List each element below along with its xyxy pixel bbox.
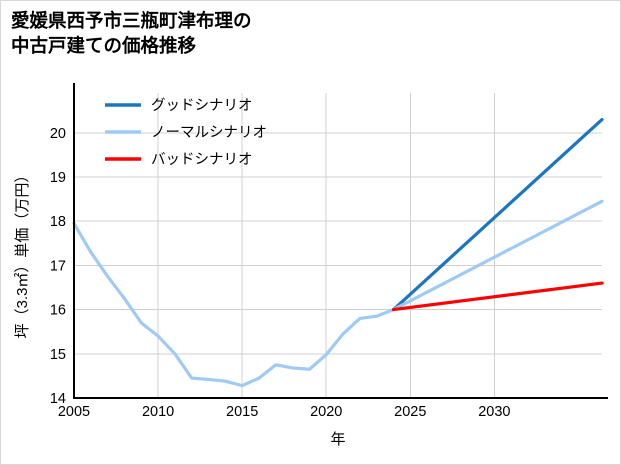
x-axis-tick-labels: 2005 2010 2015 2020 2025 2030 [58, 404, 511, 420]
legend-label: ノーマルシナリオ [151, 125, 267, 141]
x-axis-title: 年 [330, 431, 345, 448]
x-tick-label: 2015 [226, 404, 258, 420]
y-tick-label: 20 [50, 126, 66, 142]
y-tick-label: 16 [50, 303, 66, 319]
series-line [391, 117, 604, 312]
y-axis-title: 坪（3.3㎡）単価（万円） [14, 168, 31, 339]
y-tick-label: 15 [50, 347, 66, 363]
x-tick-label: 2010 [142, 404, 174, 420]
legend-label: バッドシナリオ [151, 152, 253, 168]
series-lines [72, 117, 604, 388]
x-tick-label: 2025 [394, 404, 426, 420]
x-tick-label: 2005 [58, 404, 90, 420]
y-tick-label: 18 [50, 214, 66, 230]
x-tick-label: 2030 [478, 404, 510, 420]
series-line [72, 199, 604, 388]
series-line [391, 281, 604, 312]
x-tick-label: 2020 [310, 404, 342, 420]
y-tick-label: 14 [50, 391, 66, 407]
chart-title: 愛媛県西予市三瓶町津布理の 中古戸建ての価格推移 [11, 10, 252, 56]
y-tick-label: 17 [50, 258, 66, 274]
y-tick-label: 19 [50, 170, 66, 186]
axis-spines [72, 83, 608, 400]
y-axis-tick-labels: 14 15 16 17 18 19 20 [50, 126, 66, 407]
legend-label: グッドシナリオ [151, 97, 253, 114]
